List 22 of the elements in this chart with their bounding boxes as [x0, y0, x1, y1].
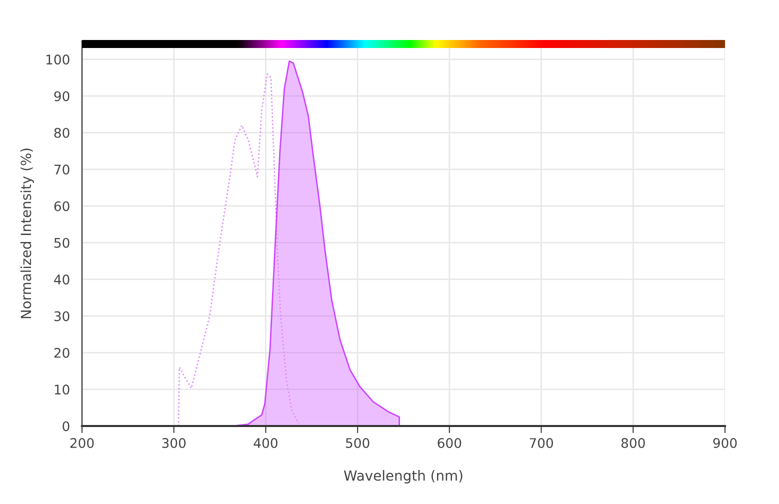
x-tick-label: 500 [346, 438, 370, 448]
y-tick-label: 30 [54, 311, 70, 322]
y-tick-label: 60 [54, 201, 70, 212]
y-tick-label: 80 [54, 128, 70, 138]
x-axis-title: Wavelength (nm) [344, 470, 462, 484]
y-tick-label: 50 [54, 238, 70, 248]
line-series [178, 73, 300, 426]
x-tick-label: 700 [530, 438, 553, 448]
x-tick-label: 900 [713, 438, 737, 448]
x-tick-label: 800 [621, 438, 645, 448]
x-tick-label: 600 [438, 438, 462, 448]
x-tick-label: 400 [254, 438, 278, 448]
y-tick-label: 10 [54, 384, 70, 395]
y-tick-label: 100 [46, 54, 70, 65]
y-tick-label: 20 [54, 348, 70, 358]
y-tick-label: 70 [54, 164, 70, 175]
x-tick-label: 200 [70, 438, 94, 448]
x-tick-label: 300 [162, 438, 186, 448]
y-tick-label: 40 [54, 274, 70, 285]
y-tick-label: 0 [62, 421, 70, 432]
y-axis-title: Normalized Intensity (%) [20, 148, 34, 318]
y-tick-label: 90 [54, 91, 70, 102]
